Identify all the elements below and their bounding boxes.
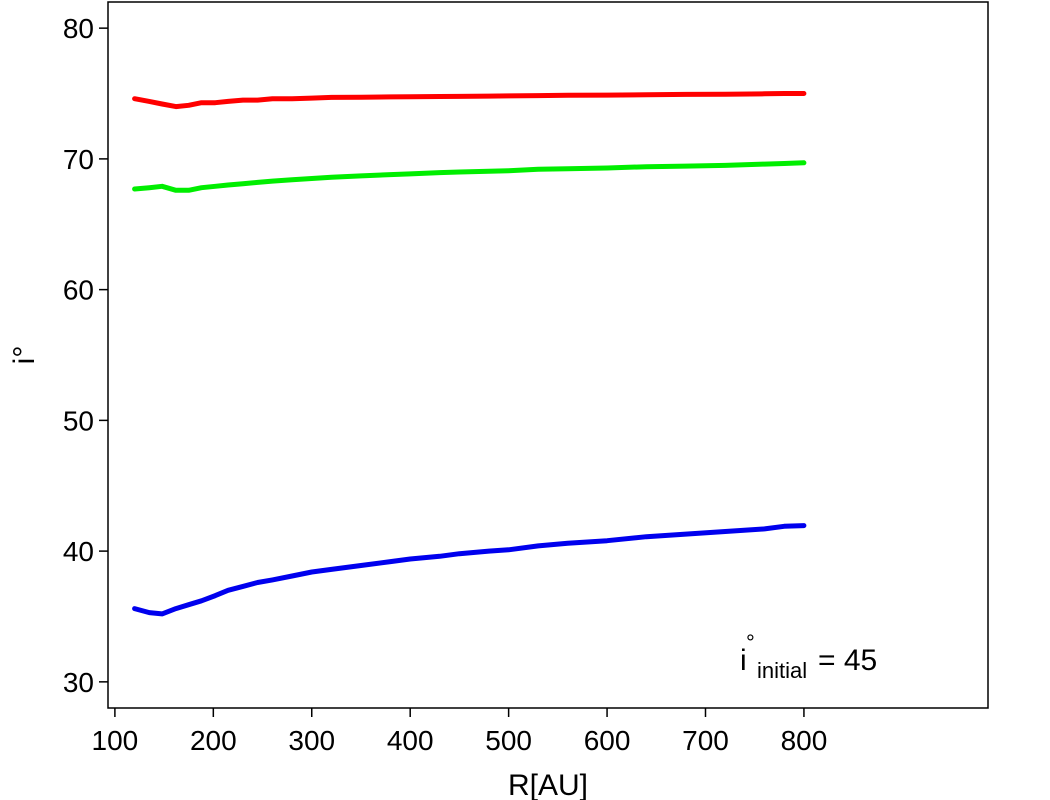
annotation-subscript: initial xyxy=(757,658,807,683)
series-line-0 xyxy=(132,91,807,110)
x-tick-label-500: 500 xyxy=(485,725,532,756)
y-tick-label-80: 80 xyxy=(63,13,94,44)
series-line-1 xyxy=(132,160,807,193)
annotation-equals: = 45 xyxy=(818,644,877,677)
series-line-2 xyxy=(132,523,807,617)
y-tick-label-60: 60 xyxy=(63,275,94,306)
x-tick-label-200: 200 xyxy=(190,725,237,756)
y-axis-label: i° xyxy=(8,346,41,365)
x-tick-label-300: 300 xyxy=(288,725,335,756)
annotation-superscript: ° xyxy=(746,630,755,655)
annotation-base: i xyxy=(740,644,747,677)
x-axis-label: R[AU] xyxy=(508,769,588,800)
x-tick-label-800: 800 xyxy=(781,725,828,756)
series-layer xyxy=(132,91,807,617)
plot-frame xyxy=(107,1,989,709)
x-tick-label-600: 600 xyxy=(584,725,631,756)
y-tick-label-30: 30 xyxy=(63,667,94,698)
x-tick-label-400: 400 xyxy=(387,725,434,756)
x-tick-label-700: 700 xyxy=(682,725,729,756)
y-tick-label-70: 70 xyxy=(63,144,94,175)
annotation: i ° initial = 45 xyxy=(740,630,877,683)
x-tick-label-100: 100 xyxy=(92,725,139,756)
y-axis: 30 40 50 60 70 80 xyxy=(63,13,108,698)
y-tick-label-50: 50 xyxy=(63,405,94,436)
x-axis: 100 200 300 400 500 600 700 800 xyxy=(92,708,828,756)
y-tick-label-40: 40 xyxy=(63,536,94,567)
